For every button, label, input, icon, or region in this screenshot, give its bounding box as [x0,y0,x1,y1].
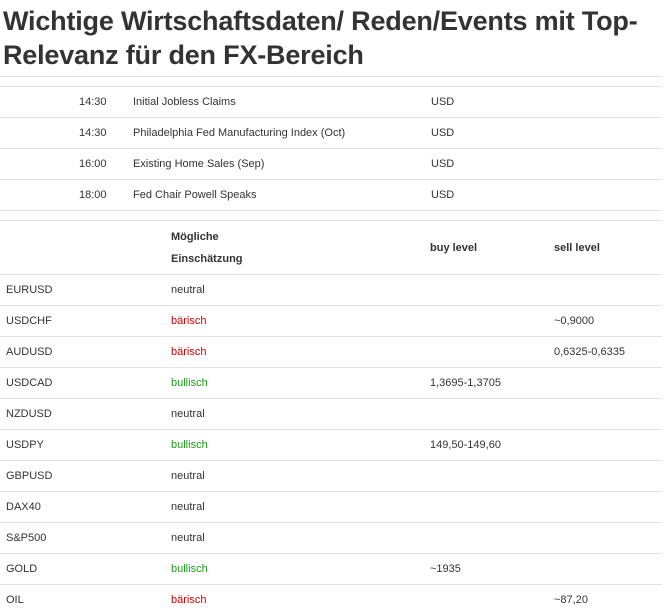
header-sell-level: sell level [554,241,600,254]
instrument-cell: DAX40 [6,501,41,513]
event-name: Initial Jobless Claims [133,96,236,108]
assessment-cell: bullisch [171,563,208,575]
buy-level-cell [430,337,554,368]
buy-level-cell [430,585,554,615]
header-assessment: Mögliche Einschätzung [171,221,430,275]
assessment-cell: neutral [171,470,205,482]
instrument-cell: NZDUSD [6,408,52,420]
sell-level-cell: ~87,20 [554,594,588,606]
assessment-cell: bärisch [171,315,207,327]
event-row: 14:30 Initial Jobless Claims USD [0,87,662,118]
assessment-cell: bärisch [171,346,207,358]
event-name: Existing Home Sales (Sep) [133,158,265,170]
assessment-row: AUDUSD bärisch 0,6325-0,6335 [0,337,662,368]
sell-level-cell [554,461,662,492]
assessment-cell: neutral [171,501,205,513]
assessment-cell: bullisch [171,439,208,451]
assessment-row: GOLD bullisch ~1935 [0,554,662,585]
header-assessment-line2: Einschätzung [171,252,243,265]
header-assessment-line1: Mögliche [171,230,219,243]
sell-level-cell [554,275,662,306]
assessment-row: USDCHF bärisch ~0,9000 [0,306,662,337]
event-name: Philadelphia Fed Manufacturing Index (Oc… [133,127,346,139]
event-time: 16:00 [79,158,107,170]
event-name: Fed Chair Powell Speaks [133,189,257,201]
sell-level-cell [554,554,662,585]
assessment-cell: neutral [171,284,205,296]
assessment-row: USDCAD bullisch 1,3695-1,3705 [0,368,662,399]
divider [0,76,662,77]
instrument-cell: OIL [6,594,24,606]
event-currency: USD [431,189,455,201]
sell-level-cell [554,492,662,523]
assessment-row: EURUSD neutral [0,275,662,306]
sell-level-cell [554,399,662,430]
assessment-row: S&P500 neutral [0,523,662,554]
buy-level-cell [430,492,554,523]
sell-level-cell [554,523,662,554]
assessment-row: NZDUSD neutral [0,399,662,430]
assessment-table: Mögliche Einschätzung buy level sell lev… [0,220,662,615]
instrument-cell: USDPY [6,439,44,451]
assessment-row: DAX40 neutral [0,492,662,523]
event-time: 14:30 [79,127,107,139]
event-row: 14:30 Philadelphia Fed Manufacturing Ind… [0,118,662,149]
instrument-cell: GBPUSD [6,470,53,482]
event-time: 14:30 [79,96,107,108]
sell-level-cell [554,368,662,399]
instrument-cell: S&P500 [6,532,47,544]
sell-level-cell: ~0,9000 [554,315,595,327]
event-currency: USD [431,96,455,108]
instrument-cell: EURUSD [6,284,53,296]
buy-level-cell [430,399,554,430]
header-instrument [0,221,171,275]
page-title: Wichtige Wirtschaftsdaten/ Reden/Events … [3,6,638,70]
buy-level-cell: 149,50-149,60 [430,439,501,451]
assessment-cell: neutral [171,408,205,420]
assessment-header-row: Mögliche Einschätzung buy level sell lev… [0,221,662,275]
instrument-cell: USDCHF [6,315,52,327]
buy-level-cell [430,461,554,492]
assessment-row: OIL bärisch ~87,20 [0,585,662,615]
assessment-row: USDPY bullisch 149,50-149,60 [0,430,662,461]
instrument-cell: GOLD [6,563,38,575]
event-row: 18:00 Fed Chair Powell Speaks USD [0,180,662,211]
instrument-cell: AUDUSD [6,346,53,358]
event-time: 18:00 [79,189,107,201]
sell-level-cell [554,430,662,461]
event-currency: USD [431,127,455,139]
assessment-row: GBPUSD neutral [0,461,662,492]
sell-level-cell: 0,6325-0,6335 [554,346,625,358]
assessment-cell: neutral [171,532,205,544]
buy-level-cell: 1,3695-1,3705 [430,377,501,389]
buy-level-cell [430,523,554,554]
event-row: 16:00 Existing Home Sales (Sep) USD [0,149,662,180]
buy-level-cell [430,275,554,306]
assessment-body: EURUSD neutral USDCHF bärisch ~0,9000 AUDUSD b… [0,275,662,615]
assessment-cell: bärisch [171,594,207,606]
header-buy-level: buy level [430,241,478,254]
assessment-cell: bullisch [171,377,208,389]
event-currency: USD [431,158,455,170]
buy-level-cell [430,306,554,337]
events-table: 14:30 Initial Jobless Claims USD 14:30 P… [0,86,662,211]
buy-level-cell: ~1935 [430,563,461,575]
instrument-cell: USDCAD [6,377,53,389]
